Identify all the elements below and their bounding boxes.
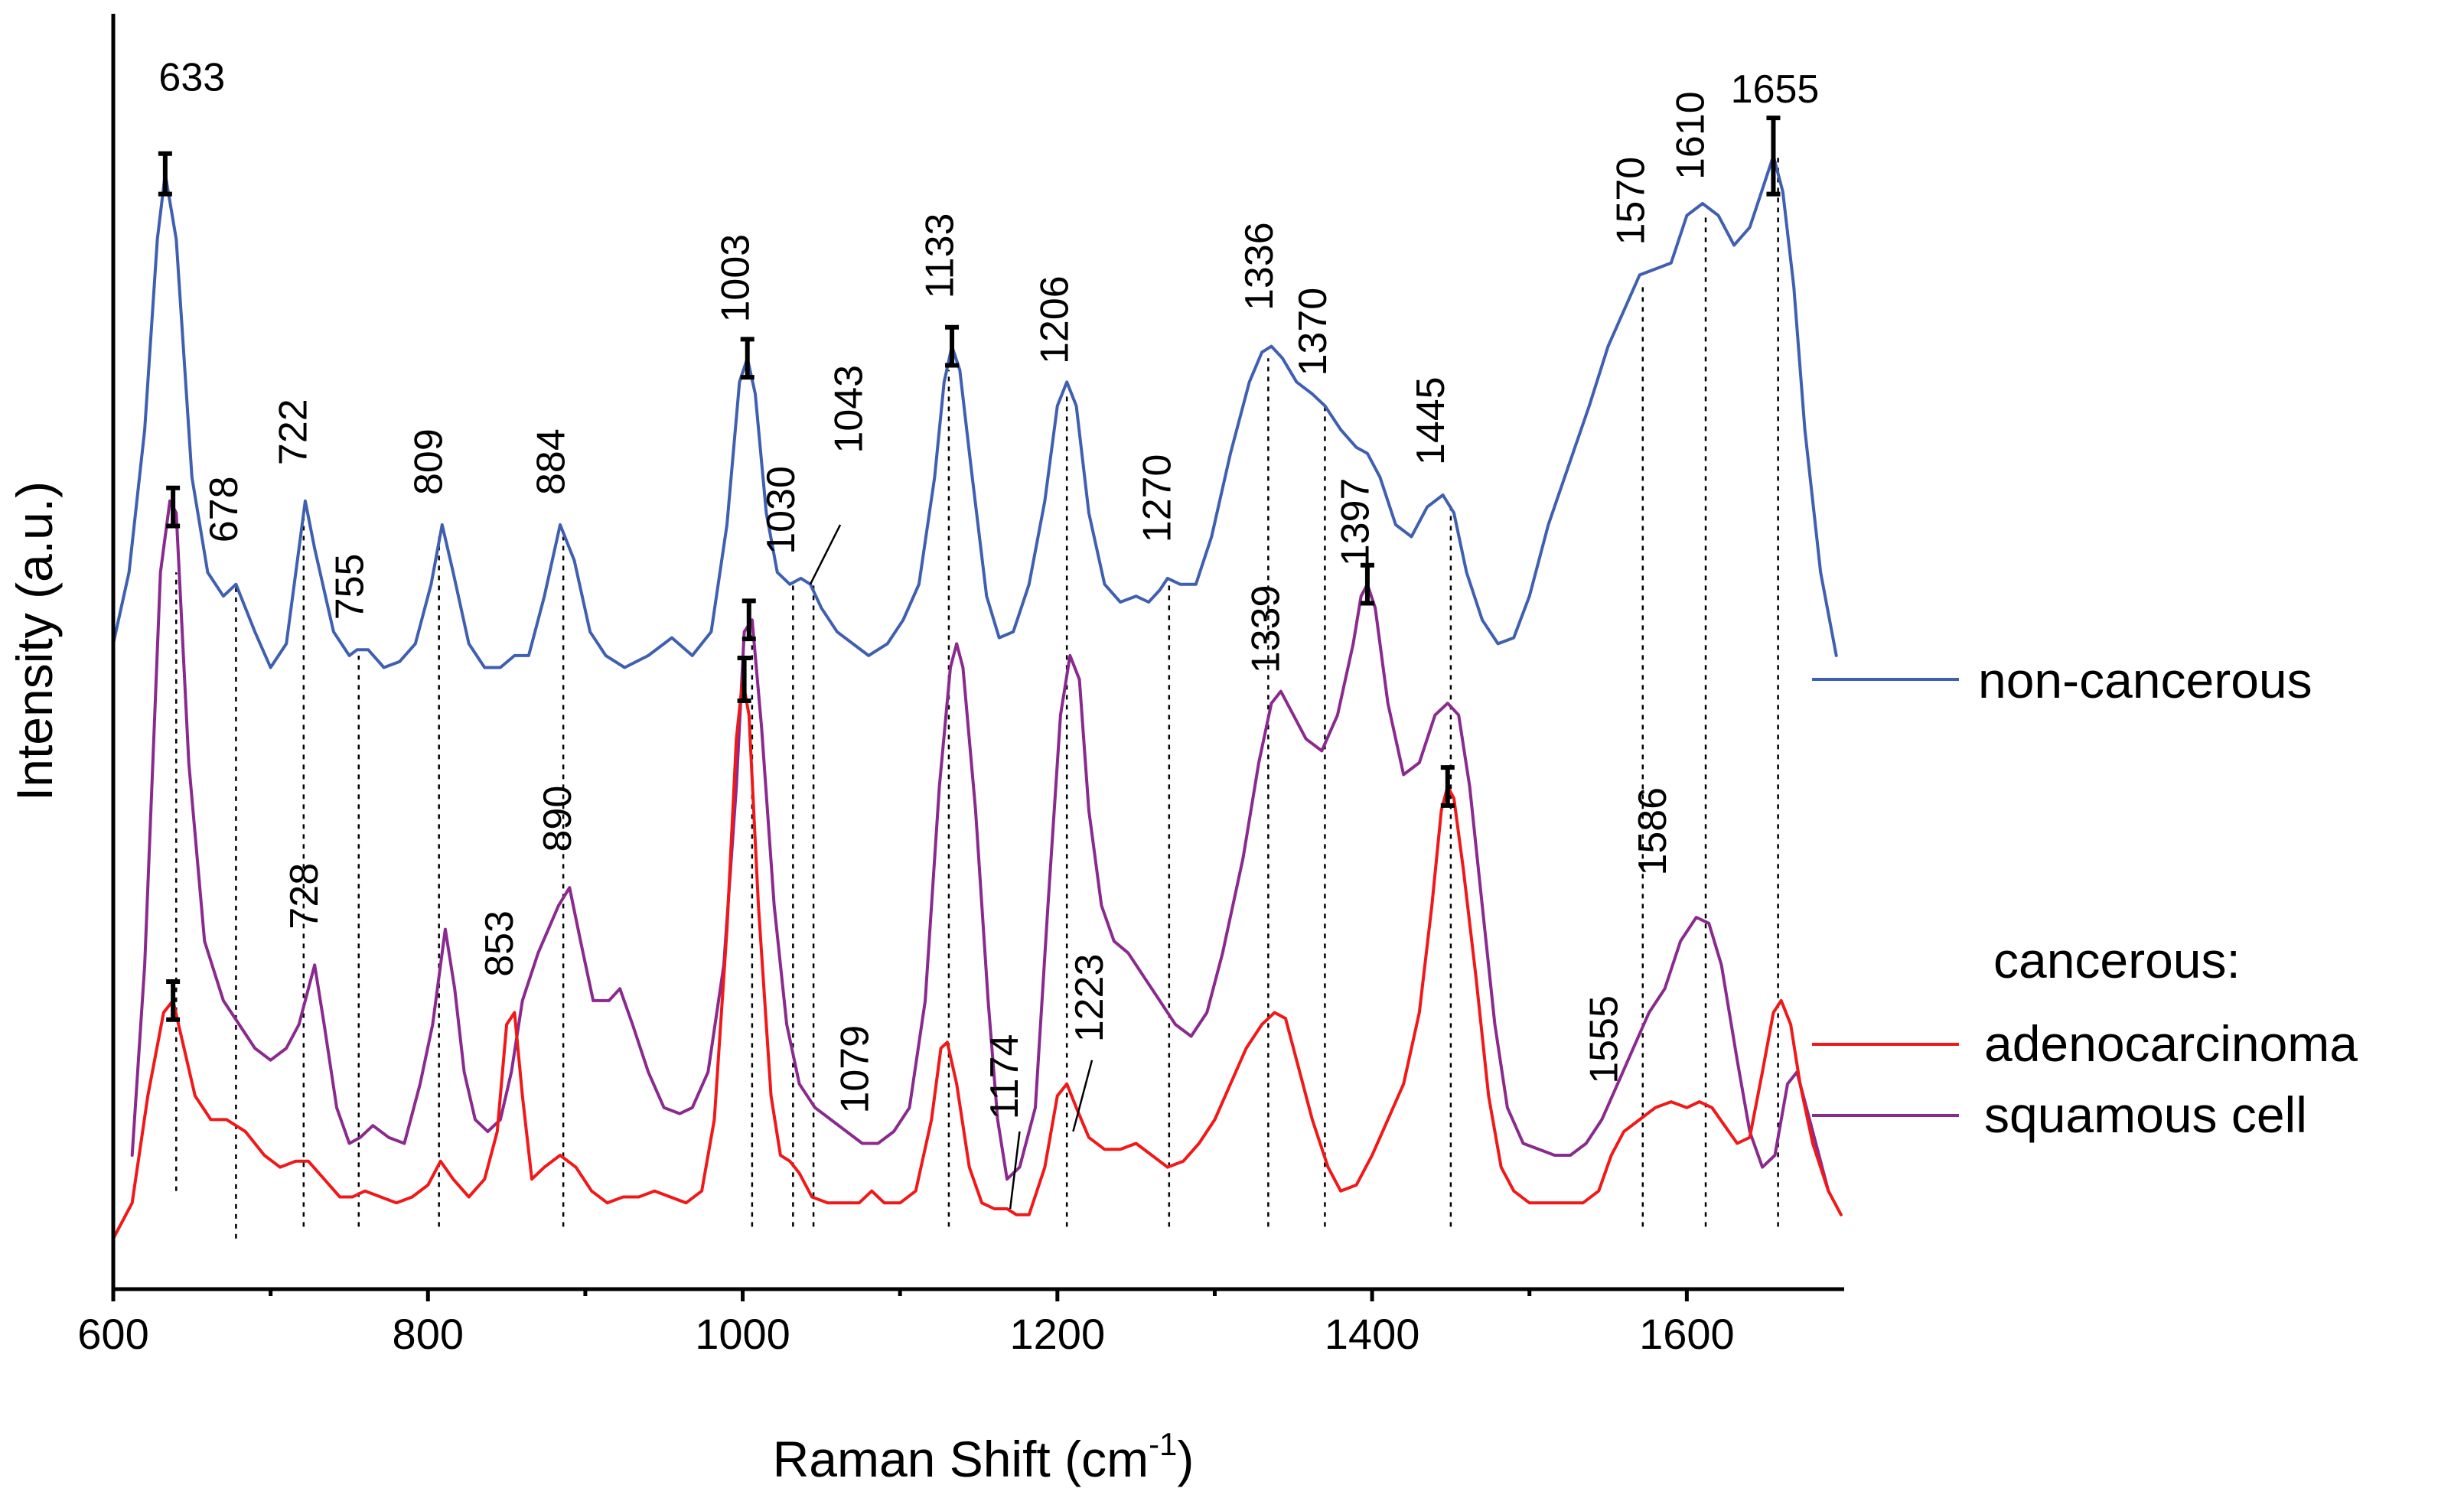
legend-label-squamous-cell: squamous cell: [1984, 1086, 2307, 1143]
series-line-squamous-cell: [130, 499, 1830, 1193]
error-bar-adenocarcinoma-638: [166, 979, 181, 1022]
error-bar-non-cancerous-1655: [1766, 116, 1781, 197]
peak-label-1397: 1397: [1334, 478, 1378, 567]
x-ticks: 600 800 1000 1200 1400 1600: [77, 1289, 1735, 1358]
peak-label-633: 633: [158, 55, 225, 99]
x-axis-title-end: ): [1177, 1431, 1194, 1487]
peak-guide-lines: [175, 155, 1779, 1239]
peak-label-1030: 1030: [759, 466, 803, 555]
peak-label-1223: 1223: [1067, 954, 1112, 1043]
peak-label-1270: 1270: [1135, 454, 1179, 543]
peak-label-755: 755: [328, 554, 373, 620]
peak-label-890: 890: [536, 786, 580, 852]
peak-labels: 633 678 722 755 809 884 1003 1030 1043 1133 1206 12…: [158, 55, 1819, 1119]
x-tick-label-800: 800: [393, 1310, 464, 1358]
error-bar-non-cancerous-633: [158, 151, 172, 197]
series-line-non-cancerous: [112, 154, 1838, 669]
peak-label-1174: 1174: [983, 1034, 1027, 1120]
peak-label-1445: 1445: [1409, 376, 1453, 465]
spectra: [112, 154, 1843, 1240]
error-bar-non-cancerous-1133: [945, 324, 960, 368]
peak-label-728: 728: [282, 863, 327, 930]
legend: non-cancerous cancerous: adenocarcinoma …: [1812, 652, 2358, 1143]
peak-label-1336: 1336: [1237, 222, 1282, 311]
error-bar-adenocarcinoma-1448: [1440, 765, 1455, 808]
x-tick-label-1400: 1400: [1325, 1310, 1420, 1358]
peak-label-809: 809: [406, 428, 451, 495]
leader-line-2: [1072, 1060, 1093, 1132]
error-bar-squamous-cell-1004: [741, 598, 756, 642]
x-axis-title-main: Raman Shift (cm: [773, 1431, 1149, 1487]
legend-label-cancerous: cancerous:: [1993, 932, 2241, 988]
legend-label-adenocarcinoma: adenocarcinoma: [1984, 1015, 2358, 1072]
x-tick-label-600: 600: [77, 1310, 148, 1358]
peak-label-1570: 1570: [1608, 157, 1653, 246]
peak-label-884: 884: [530, 428, 574, 495]
x-axis-title-superscript: -1: [1149, 1426, 1177, 1462]
error-bar-adenocarcinoma-1001: [737, 656, 751, 704]
x-tick-label-1200: 1200: [1010, 1310, 1106, 1358]
peak-label-853: 853: [477, 910, 522, 977]
peak-label-722: 722: [271, 399, 315, 465]
label-leader-lines: [809, 524, 1093, 1210]
leader-line-0: [809, 524, 842, 585]
legend-label-non-cancerous: non-cancerous: [1978, 652, 2312, 708]
error-bar-non-cancerous-1003: [740, 337, 755, 380]
x-axis-title: Raman Shift (cm-1): [773, 1426, 1195, 1487]
y-axis-title: Intensity (a.u.): [6, 481, 63, 801]
leader-line-1: [1009, 1131, 1021, 1210]
peak-label-1043: 1043: [826, 365, 871, 454]
peak-label-1555: 1555: [1582, 995, 1626, 1084]
peak-label-1610: 1610: [1669, 91, 1713, 180]
peak-label-1370: 1370: [1291, 288, 1335, 376]
series-line-adenocarcinoma: [112, 678, 1843, 1240]
peak-label-1655: 1655: [1731, 67, 1820, 112]
error-bar-squamous-cell-1397: [1360, 562, 1374, 606]
x-tick-label-1000: 1000: [695, 1310, 790, 1358]
peak-label-1079: 1079: [833, 1025, 878, 1114]
peak-label-1206: 1206: [1033, 275, 1077, 364]
peak-label-1339: 1339: [1243, 585, 1288, 674]
peak-label-1003: 1003: [713, 234, 758, 323]
error-bar-squamous-cell-638: [166, 485, 181, 529]
x-tick-label-1600: 1600: [1639, 1310, 1735, 1358]
axes: [111, 14, 1844, 1291]
peak-label-1133: 1133: [918, 213, 963, 299]
peak-label-1586: 1586: [1631, 787, 1675, 876]
peak-label-678: 678: [202, 476, 246, 542]
error-bars: [158, 116, 1781, 1022]
